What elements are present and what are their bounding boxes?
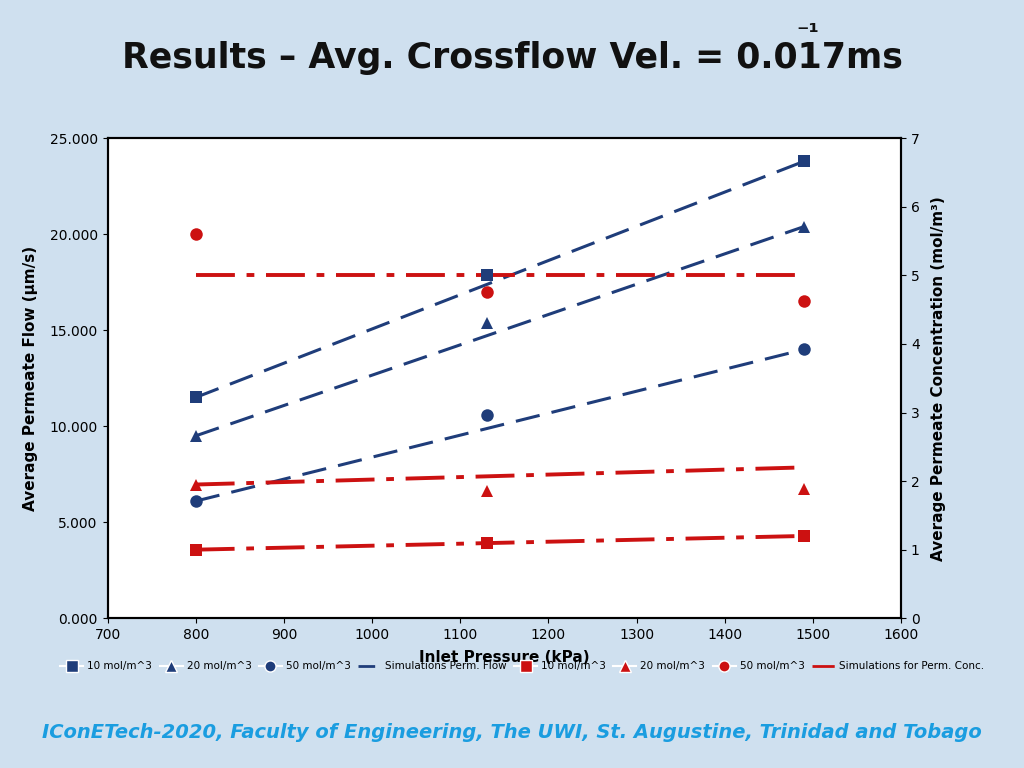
- Text: Results – Avg. Crossflow Vel. = 0.017ms: Results – Avg. Crossflow Vel. = 0.017ms: [122, 41, 902, 75]
- Legend: 10 mol/m^3, 20 mol/m^3, 50 mol/m^3, Simulations Perm. Flow, 10 mol/m^3, 20 mol/m: 10 mol/m^3, 20 mol/m^3, 50 mol/m^3, Simu…: [56, 657, 988, 675]
- Y-axis label: Average Permeate Flow (μm/s): Average Permeate Flow (μm/s): [24, 246, 39, 511]
- Y-axis label: Average Permeate Concentration (mol/m³): Average Permeate Concentration (mol/m³): [931, 196, 946, 561]
- X-axis label: Inlet Pressure (kPa): Inlet Pressure (kPa): [419, 650, 590, 665]
- Text: IConETech-2020, Faculty of Engineering, The UWI, St. Augustine, Trinidad and Tob: IConETech-2020, Faculty of Engineering, …: [42, 723, 982, 742]
- Text: ⁻¹: ⁻¹: [797, 22, 819, 45]
